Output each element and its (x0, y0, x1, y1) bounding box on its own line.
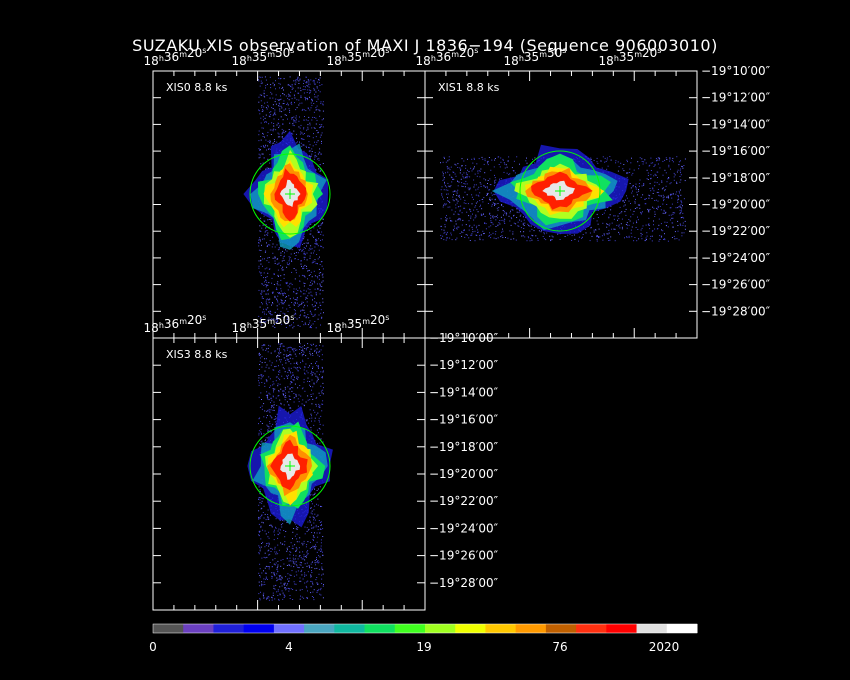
colorbar-swatch (243, 624, 275, 633)
dec-tick-label: −19°14′00″ (701, 117, 771, 131)
colorbar-label: 0 (149, 640, 157, 654)
ra-tick-label: 18h35m20s (327, 313, 390, 335)
dec-tick-label: −19°22′00″ (429, 494, 499, 508)
ra-tick-label: 18h35m50s (504, 46, 567, 68)
colorbar-swatch (455, 624, 486, 633)
dec-tick-label: −19°10′00″ (429, 331, 499, 345)
dec-tick-label: −19°20′00″ (701, 198, 771, 212)
colorbar-swatch (485, 624, 517, 633)
colorbar-label: 19 (416, 640, 431, 654)
dec-tick-label: −19°20′00″ (429, 467, 499, 481)
colorbar-swatch (364, 624, 396, 633)
axis-ticks (425, 71, 698, 338)
source-position-marker (285, 189, 295, 199)
ra-tick-label: 18h36m20s (144, 313, 207, 335)
dec-tick-label: −19°18′00″ (701, 171, 771, 185)
colorbar-swatch (515, 624, 547, 633)
colorbar-swatch (304, 624, 335, 633)
xray-image (243, 76, 329, 329)
dec-tick-label: −19°10′00″ (701, 64, 771, 78)
colorbar-label: 76 (552, 640, 567, 654)
dec-tick-label: −19°16′00″ (701, 144, 771, 158)
axis-ticks (153, 338, 426, 610)
colorbar: 0 4 19 76 2020 (149, 623, 698, 654)
colorbar-swatch (153, 624, 184, 633)
source-region-circle (249, 153, 331, 235)
ra-tick-label: 18h35m50s (232, 46, 295, 68)
figure-title: SUZAKU XIS observation of MAXI J 1836−19… (132, 36, 718, 55)
panel-xis1: XIS1 8.8 ks 18h36m20s 18h35m50s 18h35m20s −1… (416, 46, 771, 339)
source-position-marker (555, 186, 565, 196)
colorbar-swatch (273, 624, 305, 633)
ra-tick-label: 18h35m50s (232, 313, 295, 335)
source-region-circle (519, 150, 601, 232)
source-position-marker (285, 461, 295, 471)
colorbar-swatch (545, 624, 577, 633)
dec-tick-label: −19°14′00″ (429, 385, 499, 399)
colorbar-swatch (334, 624, 366, 633)
panel-label: XIS0 8.8 ks (166, 81, 228, 94)
dec-tick-label: −19°24′00″ (701, 251, 771, 265)
ra-tick-label: 18h36m20s (144, 46, 207, 68)
colorbar-label: 2020 (649, 640, 680, 654)
dec-tick-label: −19°26′00″ (429, 549, 499, 563)
dec-tick-label: −19°26′00″ (701, 278, 771, 292)
panel-label: XIS1 8.8 ks (438, 81, 500, 94)
panel-label: XIS3 8.8 ks (166, 348, 228, 361)
dec-tick-label: −19°28′00″ (701, 304, 771, 318)
panel-xis3: XIS3 8.8 ks 18h36m20s 18h35m50s 18h35m20s −1… (144, 313, 499, 611)
colorbar-swatch (576, 624, 607, 633)
dec-tick-label: −19°12′00″ (701, 91, 771, 105)
colorbar-swatch (425, 624, 456, 633)
colorbar-swatch (213, 624, 245, 633)
colorbar-label: 4 (285, 640, 293, 654)
colorbar-swatch (183, 624, 214, 633)
ra-tick-label: 18h35m20s (599, 46, 662, 68)
ra-tick-label: 18h36m20s (416, 46, 479, 68)
dec-tick-label: −19°22′00″ (701, 224, 771, 238)
colorbar-swatch (606, 624, 638, 633)
dec-tick-label: −19°12′00″ (429, 358, 499, 372)
colorbar-swatch (394, 624, 426, 633)
xray-image (440, 144, 686, 242)
panel-xis0: XIS0 8.8 ks 18h36m20s 18h35m50s 18h35m20s (144, 46, 426, 339)
colorbar-swatch (636, 624, 668, 633)
dec-tick-label: −19°28′00″ (429, 576, 499, 590)
ra-tick-label: 18h35m20s (327, 46, 390, 68)
dec-tick-label: −19°18′00″ (429, 440, 499, 454)
source-region-circle (249, 425, 331, 507)
dec-tick-label: −19°16′00″ (429, 413, 499, 427)
colorbar-swatch (666, 624, 698, 633)
dec-tick-label: −19°24′00″ (429, 521, 499, 535)
xray-image (247, 343, 333, 601)
